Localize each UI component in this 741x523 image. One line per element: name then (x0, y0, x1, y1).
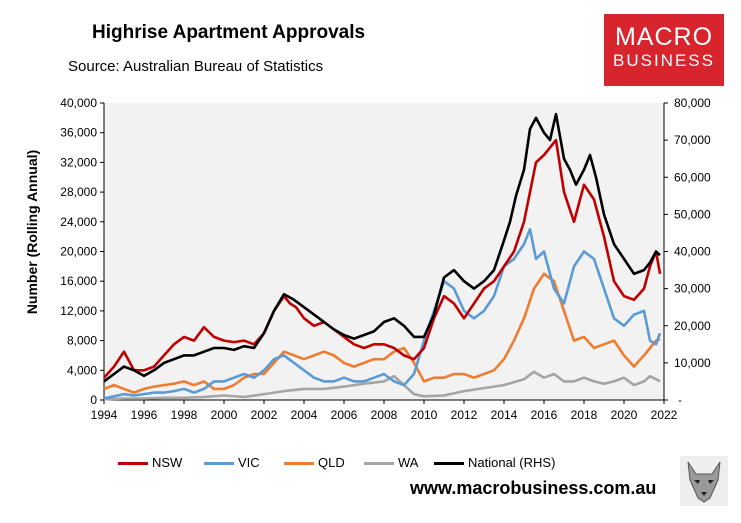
y-axis-label: Number (Rolling Annual) (24, 149, 40, 315)
wolf-icon (680, 456, 728, 506)
series-line-wa (103, 370, 661, 401)
legend-swatch (284, 462, 314, 466)
x-tick-label: 1994 (91, 408, 118, 422)
chart-source: Source: Australian Bureau of Statistics (68, 58, 324, 75)
legend-item-nsw: NSW (118, 455, 182, 470)
y-tick-label: 36,000 (60, 126, 97, 140)
x-tick-label: 2002 (251, 408, 278, 422)
y-tick-label-right: 70,000 (674, 133, 711, 147)
footer-url: www.macrobusiness.com.au (410, 478, 657, 498)
x-tick-label: 2000 (211, 408, 238, 422)
logo-line-2: BUSINESS (613, 51, 715, 70)
y-tick-label: 20,000 (60, 245, 97, 259)
y-tick-label: 24,000 (60, 215, 97, 229)
x-tick-label: 2012 (451, 408, 478, 422)
legend-item-vic: VIC (204, 455, 260, 470)
series-line-vic (103, 227, 662, 400)
x-tick-label: 2016 (531, 408, 558, 422)
x-tick-label: 1996 (131, 408, 158, 422)
x-tick-label: 2010 (411, 408, 438, 422)
x-tick-label: 1998 (171, 408, 198, 422)
plot-area (104, 103, 664, 400)
macrobusiness-logo: MACRO BUSINESS (604, 14, 724, 86)
legend-label: WA (398, 455, 419, 470)
y-tick-label-right: 20,000 (674, 319, 711, 333)
y-tick-label: 40,000 (60, 96, 97, 110)
x-tick-label: 2020 (611, 408, 638, 422)
y-tick-label-right: - (678, 393, 682, 407)
y-tick-label-right: 30,000 (674, 282, 711, 296)
y-tick-label-right: 10,000 (674, 356, 711, 370)
x-tick-label: 2014 (491, 408, 518, 422)
legend-label: VIC (238, 455, 260, 470)
y-tick-label-right: 80,000 (674, 96, 711, 110)
legend-swatch (118, 462, 148, 466)
legend-swatch (434, 462, 464, 466)
y-tick-label: 28,000 (60, 185, 97, 199)
legend-label: National (RHS) (468, 455, 556, 470)
x-tick-label: 2022 (651, 408, 678, 422)
y-tick-label: 0 (90, 393, 97, 407)
chart-title: Highrise Apartment Approvals (92, 22, 366, 43)
y-tick-label: 4,000 (67, 363, 97, 377)
logo-line-1: MACRO (614, 23, 714, 51)
legend-item-qld: QLD (284, 455, 345, 470)
x-tick-label: 2008 (371, 408, 398, 422)
y-tick-label-right: 40,000 (674, 245, 711, 259)
series-line-national-rhs (103, 112, 661, 383)
legend-swatch (364, 462, 394, 466)
x-tick-label: 2006 (331, 408, 358, 422)
x-tick-label: 2004 (291, 408, 318, 422)
legend-label: NSW (152, 455, 183, 470)
y-tick-label: 12,000 (60, 304, 97, 318)
x-tick-label: 2018 (571, 408, 598, 422)
y-tick-label-right: 50,000 (674, 207, 711, 221)
legend-item-national: National (RHS) (434, 455, 555, 470)
series-line-qld (103, 272, 661, 394)
legend-swatch (204, 462, 234, 466)
legend-label: QLD (318, 455, 345, 470)
series-line-nsw (103, 138, 662, 379)
legend-item-wa: WA (364, 455, 418, 470)
y-tick-label-right: 60,000 (674, 170, 711, 184)
y-tick-label: 8,000 (67, 334, 97, 348)
y-tick-label: 16,000 (60, 274, 97, 288)
y-tick-label: 32,000 (60, 155, 97, 169)
